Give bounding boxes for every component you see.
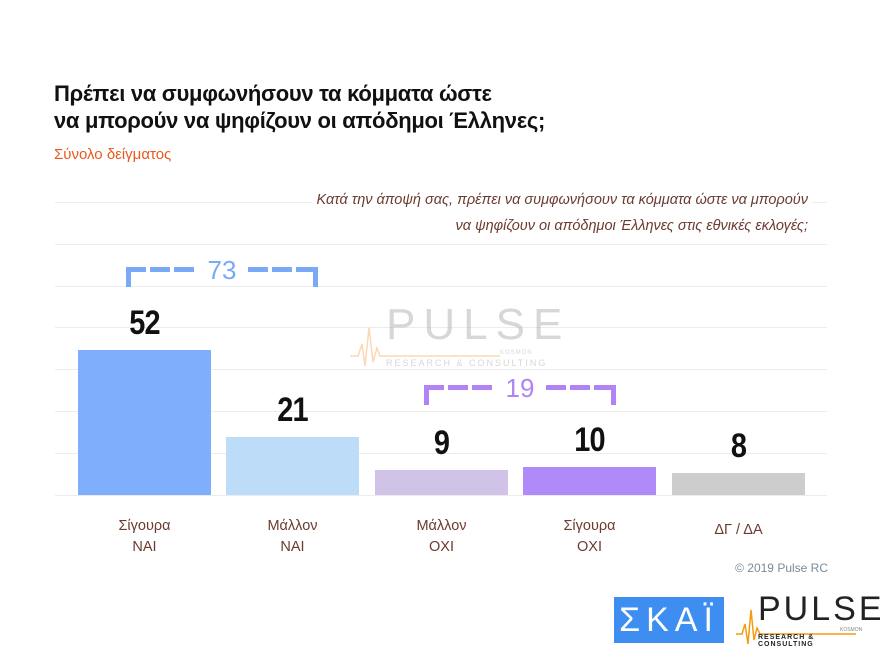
chart-title: Πρέπει να συμφωνήσουν τα κόμματα ώστε να… [54, 80, 545, 134]
category-label-line-2: ΟΧΙ [577, 539, 602, 555]
value-label: 9 [433, 424, 450, 462]
watermark-tagline: RESEARCH & CONSULTING [386, 358, 548, 368]
gridline [55, 327, 827, 328]
value-label: 52 [129, 304, 160, 342]
gridline [55, 411, 827, 412]
pulse-logo-name: PULSE [758, 590, 880, 628]
category-label: ΔΓ / ΔΑ [672, 520, 805, 541]
bracket-no-total: 19 [424, 373, 616, 407]
title-line-2: να μπορούν να ψηφίζουν οι απόδημοι Έλλην… [54, 108, 546, 133]
bracket-no-value: 19 [505, 373, 535, 403]
chart-subtitle: Σύνολο δείγματος [54, 146, 172, 163]
pulse-logo-sub: KOSMON [840, 627, 863, 633]
category-label: Σίγουρα ΝΑΙ [78, 516, 211, 558]
bracket-yes-total: 73 [126, 255, 318, 289]
bar-mallon-oxi [375, 470, 508, 495]
copyright: © 2019 Pulse RC [735, 561, 828, 575]
bar-mallon-nai [226, 437, 359, 495]
category-label-line-1: Μάλλον [416, 518, 467, 534]
pulse-wave-icon [350, 327, 500, 367]
bar-dg-da [672, 473, 805, 495]
category-label: Μάλλον ΝΑΙ [226, 516, 359, 558]
gridline [55, 495, 827, 496]
category-label: Σίγουρα ΟΧΙ [523, 516, 656, 558]
category-label-line-1: ΔΓ / ΔΑ [714, 522, 763, 538]
category-label-line-1: Σίγουρα [118, 518, 171, 534]
category-label-line-1: Μάλλον [267, 518, 318, 534]
category-label-line-2: ΝΑΙ [280, 539, 305, 555]
gridline [55, 369, 827, 370]
title-line-1: Πρέπει να συμφωνήσουν τα κόμματα ώστε [54, 81, 492, 106]
value-label: 8 [730, 427, 747, 465]
value-label: 10 [574, 421, 605, 459]
skai-logo: ΣΚΑΪ [614, 597, 724, 643]
watermark-sub: KOSMON [500, 350, 533, 356]
survey-question: Κατά την άποψή σας, πρέπει να συμφωνήσου… [172, 187, 812, 239]
gridline [55, 286, 827, 287]
gridline [55, 453, 827, 454]
pulse-logo-tagline: RESEARCH & CONSULTING [758, 634, 815, 648]
question-line-2: να ψηφίζουν οι απόδημοι Έλληνες στις εθν… [451, 218, 812, 234]
gridline [55, 244, 827, 245]
bar-sigoura-oxi [523, 467, 656, 495]
pulse-logo: PULSE KOSMON RESEARCH & CONSULTING [736, 590, 880, 648]
bracket-yes-value: 73 [207, 255, 237, 285]
value-label: 21 [277, 391, 308, 429]
bar-sigoura-nai [78, 350, 211, 495]
pulse-wave-icon [736, 609, 856, 645]
category-label: Μάλλον ΟΧΙ [375, 516, 508, 558]
watermark-name: PULSE [386, 300, 571, 349]
category-label-line-2: ΟΧΙ [429, 539, 454, 555]
pulse-watermark: PULSE KOSMON RESEARCH & CONSULTING [350, 300, 562, 374]
question-line-1: Κατά την άποψή σας, πρέπει να συμφωνήσου… [312, 192, 812, 208]
category-label-line-2: ΝΑΙ [132, 539, 157, 555]
category-label-line-1: Σίγουρα [563, 518, 616, 534]
